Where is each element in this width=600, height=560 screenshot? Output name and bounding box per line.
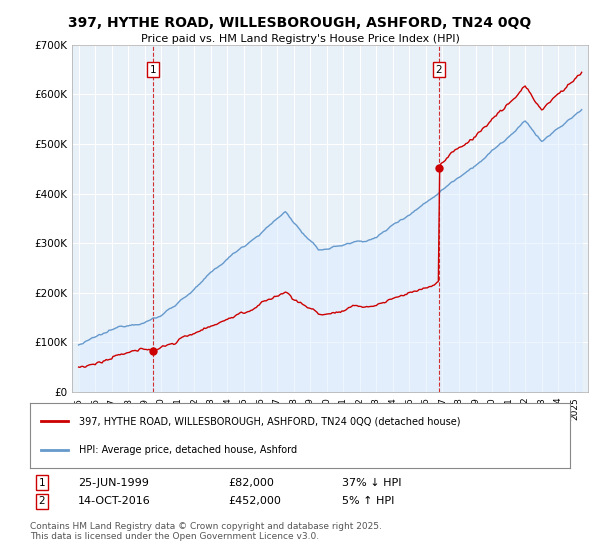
Text: HPI: Average price, detached house, Ashford: HPI: Average price, detached house, Ashf… xyxy=(79,445,297,455)
Text: Price paid vs. HM Land Registry's House Price Index (HPI): Price paid vs. HM Land Registry's House … xyxy=(140,34,460,44)
Text: 5% ↑ HPI: 5% ↑ HPI xyxy=(342,496,394,506)
Text: 397, HYTHE ROAD, WILLESBOROUGH, ASHFORD, TN24 0QQ: 397, HYTHE ROAD, WILLESBOROUGH, ASHFORD,… xyxy=(68,16,532,30)
Text: 1: 1 xyxy=(149,64,156,74)
Text: 2: 2 xyxy=(436,64,442,74)
Text: Contains HM Land Registry data © Crown copyright and database right 2025.
This d: Contains HM Land Registry data © Crown c… xyxy=(30,522,382,542)
Text: 25-JUN-1999: 25-JUN-1999 xyxy=(78,478,149,488)
Text: 1: 1 xyxy=(38,478,46,488)
Text: 14-OCT-2016: 14-OCT-2016 xyxy=(78,496,151,506)
Text: 2: 2 xyxy=(38,496,46,506)
Text: 37% ↓ HPI: 37% ↓ HPI xyxy=(342,478,401,488)
Text: 397, HYTHE ROAD, WILLESBOROUGH, ASHFORD, TN24 0QQ (detached house): 397, HYTHE ROAD, WILLESBOROUGH, ASHFORD,… xyxy=(79,416,460,426)
Text: £452,000: £452,000 xyxy=(228,496,281,506)
Text: £82,000: £82,000 xyxy=(228,478,274,488)
